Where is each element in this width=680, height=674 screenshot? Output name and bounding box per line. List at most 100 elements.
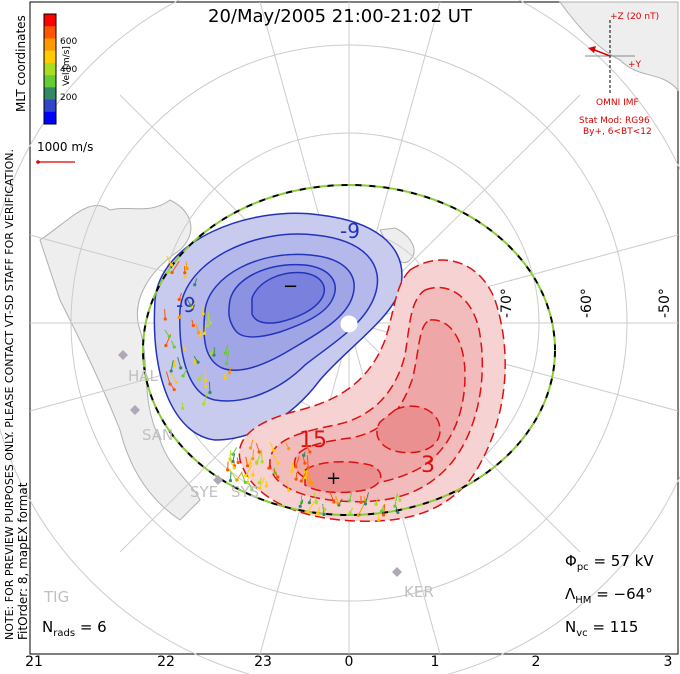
velocity-vector-origin — [183, 271, 187, 275]
velocity-vector-origin — [168, 382, 172, 386]
velocity-vector-origin — [183, 347, 187, 351]
mlt-tick-1: 1 — [430, 654, 440, 670]
velocity-vector — [226, 349, 230, 364]
velocity-vector — [383, 504, 386, 516]
velocity-vector — [164, 309, 166, 320]
velocity-vector-origin — [322, 512, 326, 517]
velocity-vector-origin — [223, 351, 228, 355]
mlt-tick-21: 21 — [25, 654, 43, 670]
velocity-vector-origin — [246, 480, 250, 484]
velocity-vector — [313, 492, 317, 502]
velocity-vector-origin — [307, 501, 311, 505]
velocity-vector — [171, 260, 180, 273]
velocity-vectors — [163, 255, 402, 522]
velocity-vector-origin — [188, 303, 193, 307]
velocity-vector-origin — [181, 406, 185, 410]
velocity-vector — [204, 320, 207, 334]
latitude-labels: -70° -60° -50° — [499, 288, 673, 318]
radar-marker-sye — [213, 475, 223, 485]
velocity-vector — [170, 360, 174, 372]
vector-count-value: = 115 — [592, 618, 639, 636]
velocity-vector-origin — [267, 466, 271, 470]
velocity-vector-origin — [193, 361, 197, 365]
velocity-vector — [357, 503, 365, 516]
velocity-vector-origin — [203, 331, 207, 336]
velocity-vector-origin — [251, 473, 255, 477]
velocity-vector-origin — [393, 504, 397, 508]
velocity-vector — [207, 312, 210, 327]
contour-label-upper: -9 — [340, 219, 360, 243]
velocity-vector-origin — [206, 324, 210, 328]
velocity-vector-origin — [332, 500, 336, 504]
velocity-vector-origin — [202, 402, 206, 406]
velocity-vector-origin — [336, 501, 340, 505]
imf-model-line1: Stat Mod: RG96 — [579, 116, 650, 126]
colorbar-segment — [44, 62, 56, 76]
velocity-vector-origin — [224, 362, 229, 366]
velocity-vector — [307, 470, 313, 484]
velocity-vector-origin — [251, 457, 255, 461]
fit-order-label: FitOrder: 8, mapEX format — [16, 482, 30, 640]
radar-stations — [118, 350, 402, 577]
colorbar-segment — [44, 75, 56, 88]
plot-title: 20/May/2005 21:00-21:02 UT — [208, 6, 472, 27]
velocity-vector — [272, 453, 279, 464]
velocity-vector-origin — [198, 334, 202, 338]
velocity-vector-origin — [243, 480, 247, 484]
velocity-vector-origin — [264, 484, 269, 488]
velocity-colorbar — [43, 13, 57, 125]
imf-y-label: +Y — [628, 60, 642, 70]
velocity-vector-origin — [306, 466, 310, 470]
velocity-vector-origin — [226, 468, 230, 472]
velocity-vector — [228, 457, 235, 469]
contour-label-center: 15 — [299, 428, 327, 453]
station-label-tig: TIG — [43, 588, 69, 606]
magnetic-pole-marker — [340, 315, 358, 333]
velocity-vector-origin — [236, 460, 240, 465]
velocity-vector-origin — [248, 446, 253, 450]
velocity-vector-origin — [183, 275, 187, 279]
velocity-vector-origin — [276, 461, 280, 465]
station-label-hal: HAL — [128, 367, 159, 385]
velocity-vector-origin — [181, 374, 185, 378]
velocity-vector — [208, 381, 211, 393]
velocity-vector — [165, 371, 171, 385]
velocity-vector — [348, 491, 353, 501]
radar-marker-san — [130, 405, 140, 415]
velocity-vector — [365, 492, 369, 505]
colorbar-segment — [44, 26, 56, 39]
velocity-vector-origin — [231, 459, 235, 464]
velocity-vector-origin — [356, 513, 360, 518]
station-labels: HAL SAN SYE SYS TIG KER — [43, 367, 434, 606]
velocity-vector-origin — [231, 452, 235, 456]
colorbar-tick-600: 600 — [60, 37, 78, 47]
velocity-vector-origin — [164, 343, 168, 348]
imf-source-label: OMNI IMF — [596, 98, 639, 108]
velocity-vector-origin — [398, 498, 402, 502]
velocity-vector-origin — [248, 461, 252, 465]
velocity-vector-origin — [294, 477, 298, 481]
velocity-vector-origin — [298, 504, 302, 508]
velocity-vector — [177, 356, 182, 369]
station-label-san: SAN — [142, 426, 173, 444]
velocity-vector — [240, 471, 246, 483]
velocity-vector-origin — [299, 479, 303, 483]
velocity-vector-origin — [381, 513, 386, 517]
velocity-vector-origin — [244, 474, 248, 478]
velocity-vector-origin — [359, 500, 363, 504]
velocity-vector-origin — [347, 498, 352, 503]
velocity-vector-origin — [257, 450, 261, 454]
radar-count-value: = 6 — [79, 618, 107, 636]
latitude-label-60: -60° — [579, 288, 595, 318]
hm-boundary-green — [142, 184, 556, 516]
velocity-vector — [229, 469, 237, 481]
positive-potential-cell: + 15 3 — [238, 259, 506, 522]
velocity-vector-origin — [172, 387, 176, 392]
colorbar-outline — [43, 13, 57, 125]
colorbar-segment — [44, 111, 56, 125]
velocity-vector-origin — [212, 353, 216, 357]
imf-model-line2: By+, 6<BT<12 — [583, 127, 652, 137]
potential-max-marker: + — [326, 468, 341, 489]
velocity-vector-origin — [258, 486, 262, 490]
velocity-vector-origin — [169, 369, 173, 373]
